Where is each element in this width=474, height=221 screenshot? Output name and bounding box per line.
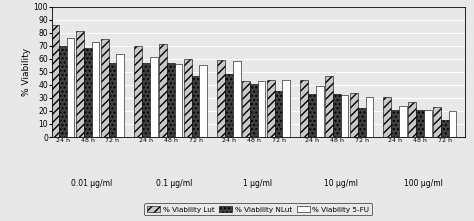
Bar [67, 38, 74, 137]
Bar [91, 42, 100, 137]
Bar [167, 63, 174, 137]
Legend: % Viability Lut, % Viability NLut, % Viability 5-FU: % Viability Lut, % Viability NLut, % Via… [144, 203, 373, 215]
Bar [391, 110, 399, 137]
Bar [424, 110, 431, 137]
Text: 0.01 μg/ml: 0.01 μg/ml [71, 179, 112, 188]
Bar [399, 106, 407, 137]
Bar [416, 110, 424, 137]
Bar [250, 84, 258, 137]
Bar [109, 63, 117, 137]
Bar [51, 25, 59, 137]
Bar [441, 120, 448, 137]
Bar [274, 91, 283, 137]
Bar [448, 111, 456, 137]
Bar [59, 46, 67, 137]
Bar [283, 80, 290, 137]
Bar [358, 108, 365, 137]
Bar [308, 94, 316, 137]
Bar [233, 61, 241, 137]
Text: 100 μg/ml: 100 μg/ml [404, 179, 443, 188]
Bar [200, 65, 207, 137]
Bar [150, 57, 157, 137]
Y-axis label: % Viability: % Viability [22, 48, 31, 96]
Bar [350, 93, 358, 137]
Text: 1 μg/ml: 1 μg/ml [243, 179, 272, 188]
Bar [333, 94, 341, 137]
Bar [184, 59, 191, 137]
Bar [76, 31, 84, 137]
Bar [267, 80, 274, 137]
Text: 0.1 μg/ml: 0.1 μg/ml [156, 179, 193, 188]
Bar [84, 48, 91, 137]
Bar [433, 107, 441, 137]
Bar [300, 80, 308, 137]
Text: 10 μg/ml: 10 μg/ml [324, 179, 358, 188]
Bar [225, 74, 233, 137]
Bar [174, 64, 182, 137]
Bar [142, 63, 150, 137]
Bar [217, 60, 225, 137]
Bar [383, 97, 391, 137]
Bar [365, 97, 374, 137]
Bar [408, 102, 416, 137]
Bar [258, 81, 265, 137]
Bar [341, 95, 348, 137]
Bar [242, 81, 250, 137]
Bar [191, 76, 200, 137]
Bar [117, 53, 124, 137]
Bar [159, 44, 167, 137]
Bar [134, 46, 142, 137]
Bar [316, 86, 324, 137]
Bar [101, 39, 109, 137]
Bar [325, 76, 333, 137]
